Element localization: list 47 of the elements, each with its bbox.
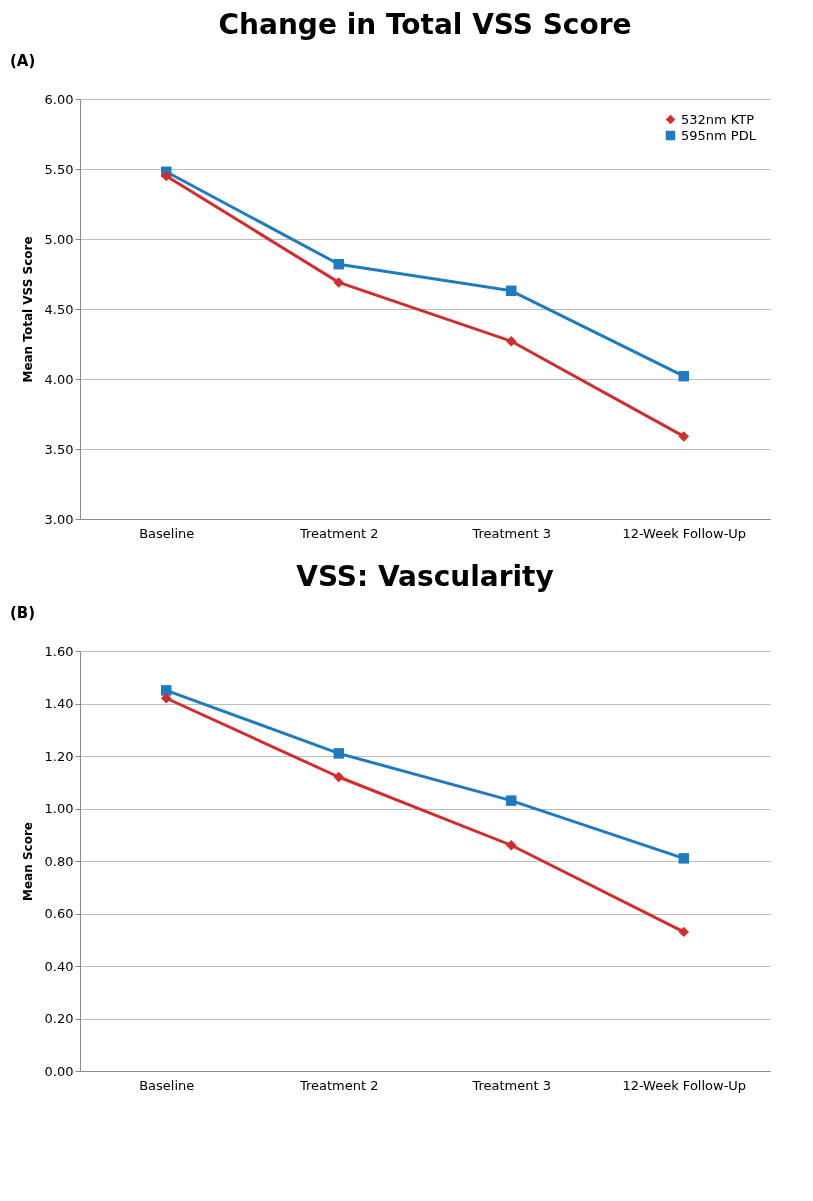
y-tick-label: 1.00 xyxy=(44,801,74,816)
point xyxy=(678,926,689,938)
point xyxy=(333,277,344,288)
y-tick-label: 0.60 xyxy=(44,906,74,921)
y-tick-label: 4.00 xyxy=(44,371,74,387)
x-tick-label: Treatment 2 xyxy=(298,1077,379,1093)
point xyxy=(161,170,172,182)
text: (B) xyxy=(10,604,36,622)
point xyxy=(333,771,344,783)
y-tick-label: 0.80 xyxy=(44,853,74,869)
y-tick-label: 5.50 xyxy=(44,161,74,177)
chart-title: VSS: Vascularity xyxy=(296,560,554,593)
y-tick-label: 5.00 xyxy=(44,231,74,247)
y-tick-label: 0.00 xyxy=(44,1063,74,1079)
x-tick-label: 12-Week Follow-Up xyxy=(622,525,747,541)
x-tick-label: Baseline xyxy=(139,1077,195,1093)
y-tick-label: 4.50 xyxy=(44,301,74,317)
point xyxy=(678,370,689,382)
x-tick-label: Treatment 3 xyxy=(471,525,552,541)
text: (A) xyxy=(10,52,36,70)
point xyxy=(333,258,344,270)
chart-title: Change in Total VSS Score xyxy=(218,8,632,41)
point xyxy=(506,285,517,297)
point xyxy=(678,431,689,442)
y-tick-label: 1.60 xyxy=(44,643,74,659)
x-tick-label: Baseline xyxy=(139,525,195,541)
x-tick-label: Treatment 3 xyxy=(471,1077,552,1093)
point xyxy=(333,748,344,759)
point xyxy=(506,795,517,806)
y-tick-label: 0.40 xyxy=(44,958,74,974)
point xyxy=(161,685,172,696)
x-tick-label: Treatment 2 xyxy=(298,525,379,541)
point xyxy=(506,335,517,347)
y-tick-label: 6.00 xyxy=(44,91,74,107)
y-tick-label: 0.20 xyxy=(44,1011,74,1026)
legend-label: 532nm KTP xyxy=(681,111,755,127)
point xyxy=(506,840,517,851)
y-tick-label: 3.50 xyxy=(44,441,74,457)
y-tick-label: 1.40 xyxy=(44,696,74,711)
point xyxy=(161,693,172,704)
legend-label: 595nm PDL xyxy=(681,127,757,143)
y-tick-label: 3.00 xyxy=(44,511,74,527)
y-axis-title: Mean Score xyxy=(20,822,35,901)
x-tick-label: 12-Week Follow-Up xyxy=(622,1077,747,1093)
y-axis-title: Mean Total VSS Score xyxy=(20,236,35,383)
point xyxy=(678,853,689,864)
y-tick-label: 1.20 xyxy=(44,748,74,764)
